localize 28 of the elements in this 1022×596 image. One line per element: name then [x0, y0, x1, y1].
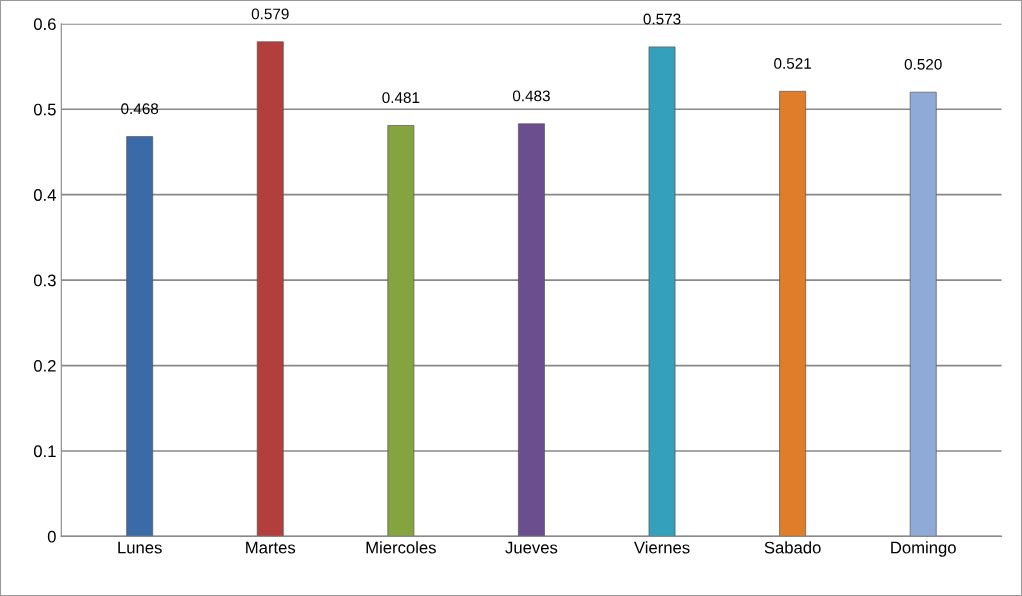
bar: [256, 41, 284, 537]
data-label: 0.573: [643, 13, 681, 25]
bar: [779, 90, 807, 537]
y-tick-label: 0.1: [33, 445, 56, 458]
data-label: 0.468: [121, 103, 159, 115]
data-label: 0.481: [382, 92, 420, 104]
data-label: 0.579: [251, 8, 289, 20]
x-tick-label: Sabado: [764, 541, 821, 554]
bar: [648, 46, 676, 537]
x-tick-label: Martes: [246, 541, 296, 554]
data-label: 0.520: [904, 58, 942, 70]
bar: [387, 125, 415, 537]
x-tick-label: Lunes: [118, 541, 162, 554]
bar: [126, 136, 154, 537]
y-tick-label: 0.4: [33, 189, 56, 201]
x-tick-label: Viernes: [633, 541, 690, 554]
bar: [909, 91, 937, 537]
x-tick-label: Domingo: [891, 541, 956, 557]
x-tick-label: Jueves: [505, 541, 558, 554]
bar: [518, 123, 545, 537]
y-tick-label: 0.5: [33, 103, 56, 116]
y-tick-label: 0.2: [33, 359, 56, 372]
y-tick-label: 0: [47, 530, 56, 543]
y-tick-label: 0.6: [33, 18, 56, 31]
x-tick-label: Miercoles: [366, 541, 436, 554]
data-label: 0.521: [774, 58, 811, 69]
data-label: 0.483: [512, 90, 550, 102]
y-tick-label: 0.3: [33, 274, 56, 287]
